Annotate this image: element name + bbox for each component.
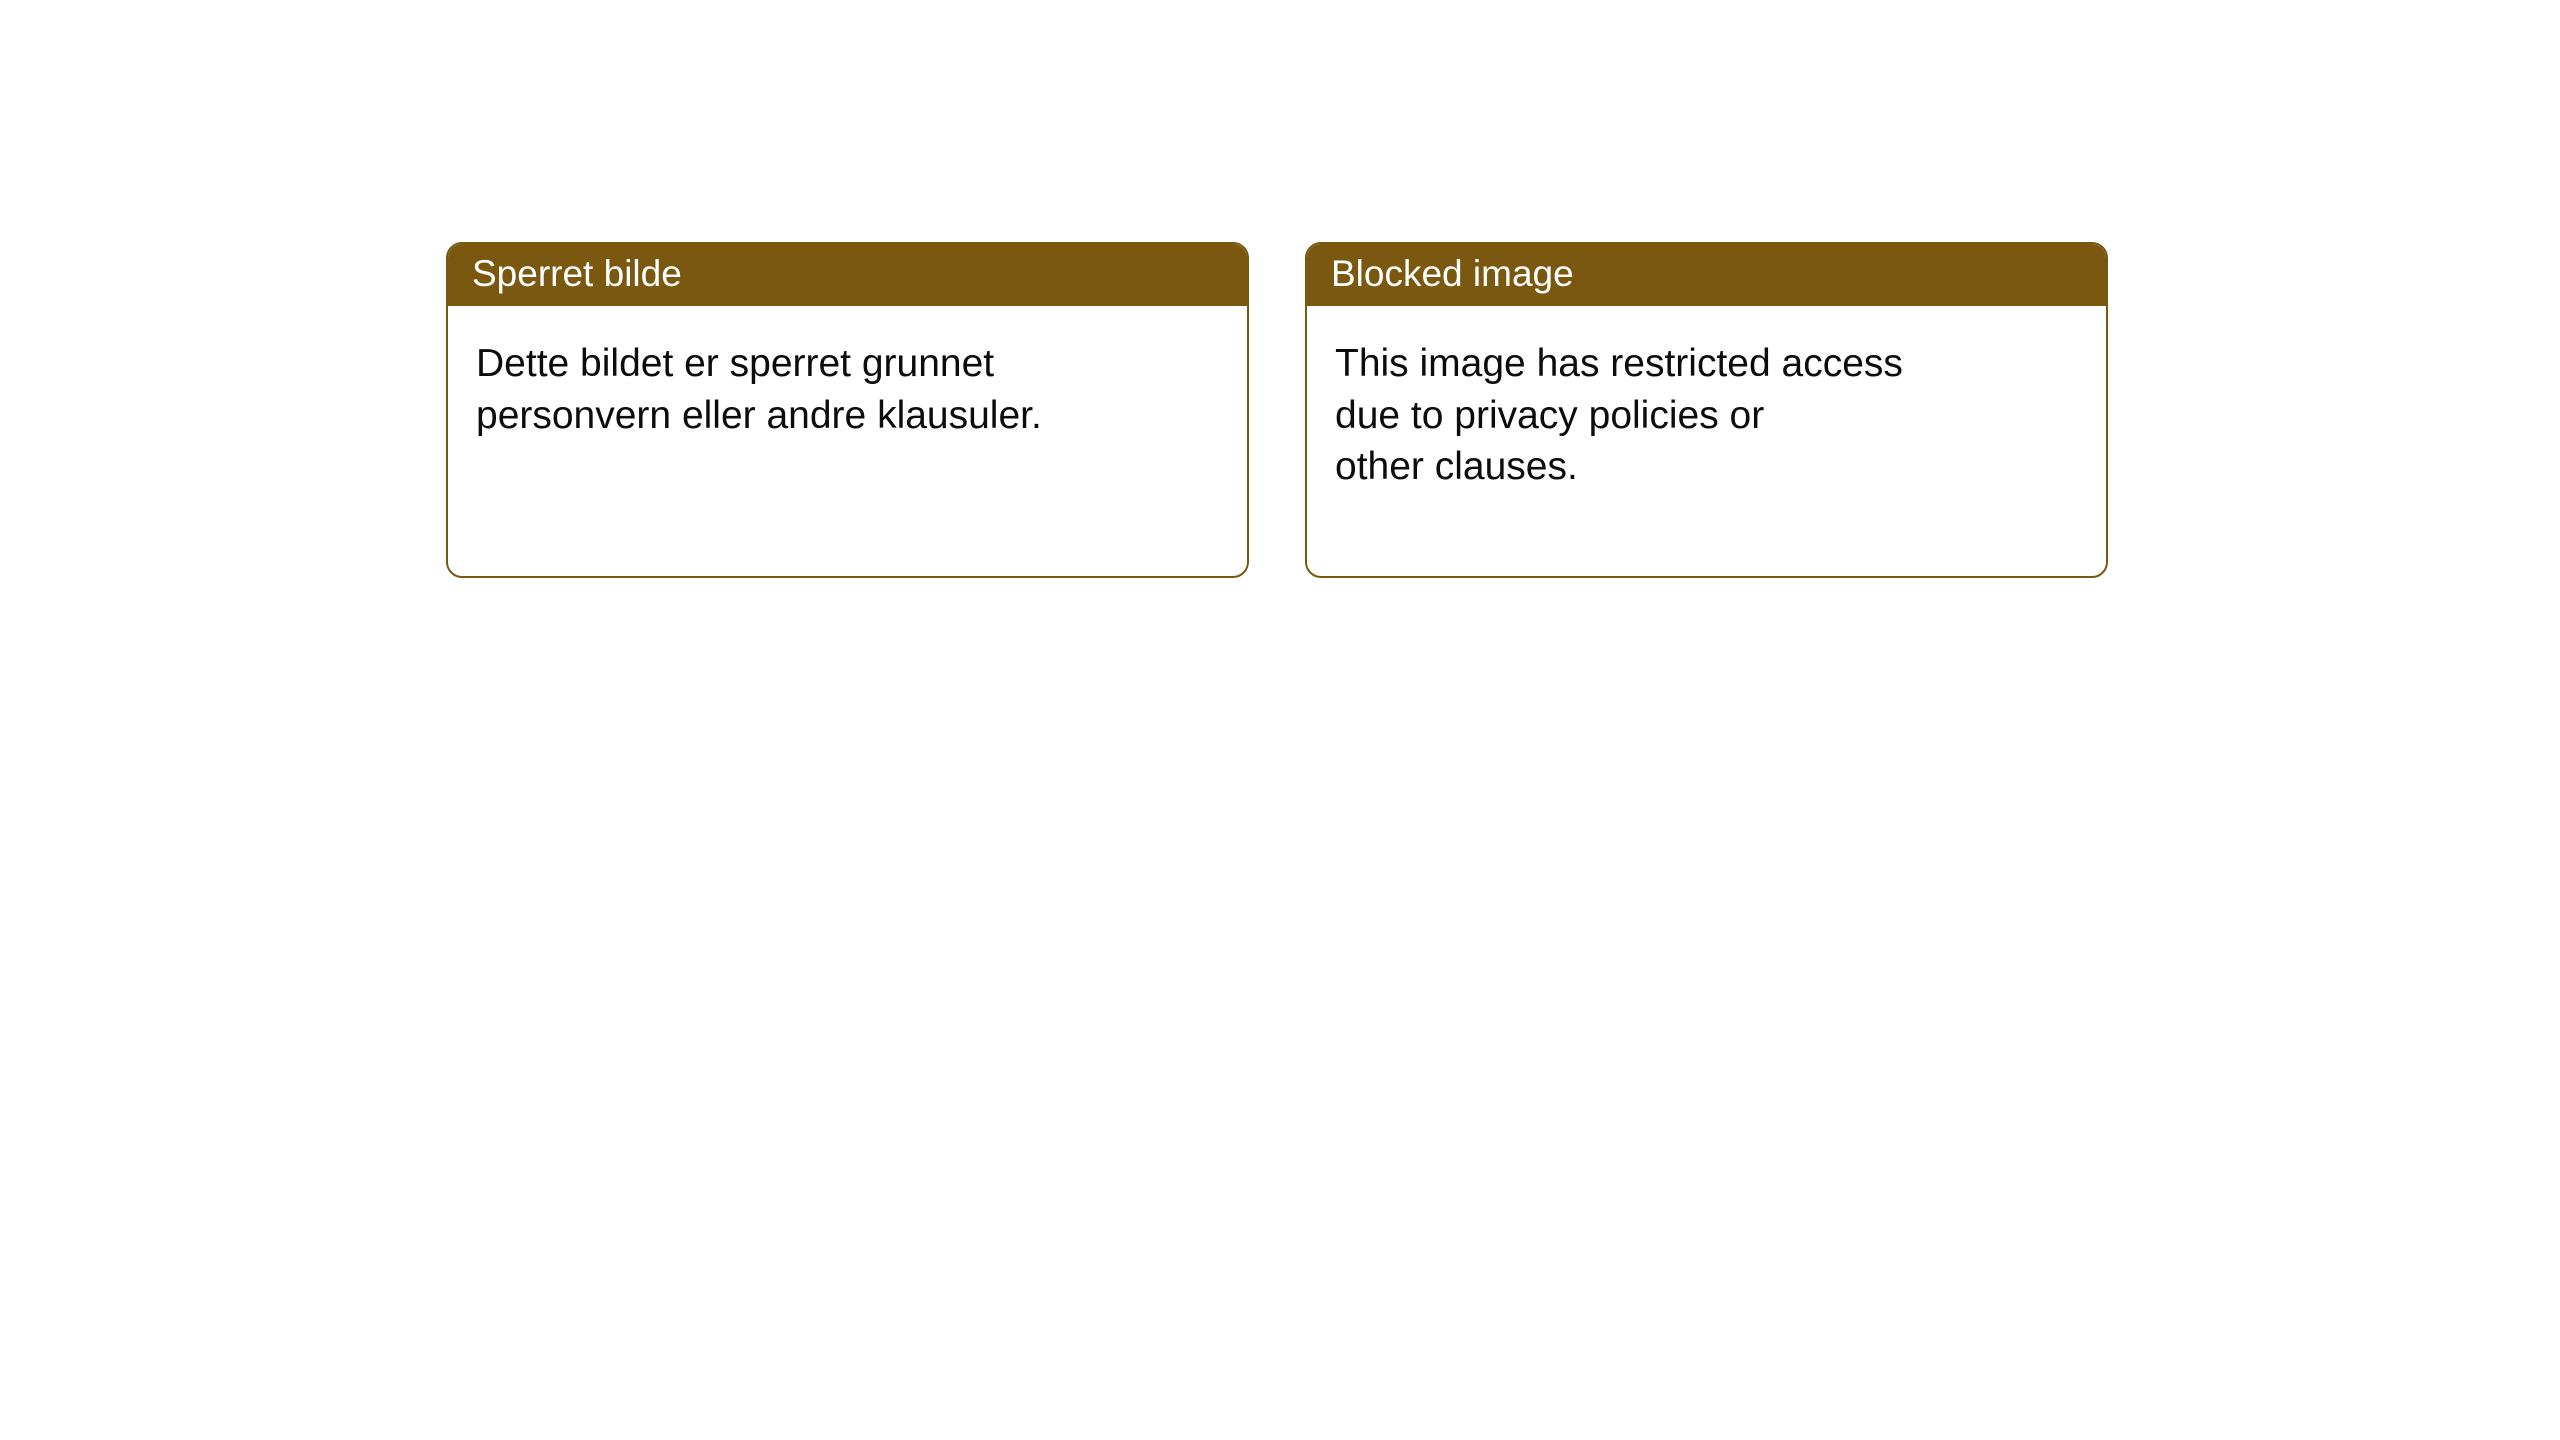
notice-header: Sperret bilde (448, 244, 1247, 306)
notice-body: This image has restricted access due to … (1307, 306, 1987, 520)
notice-box-english: Blocked image This image has restricted … (1305, 242, 2108, 578)
notice-box-norwegian: Sperret bilde Dette bildet er sperret gr… (446, 242, 1249, 578)
notice-body: Dette bildet er sperret grunnet personve… (448, 306, 1128, 469)
notice-header: Blocked image (1307, 244, 2106, 306)
notice-container: Sperret bilde Dette bildet er sperret gr… (0, 0, 2560, 578)
